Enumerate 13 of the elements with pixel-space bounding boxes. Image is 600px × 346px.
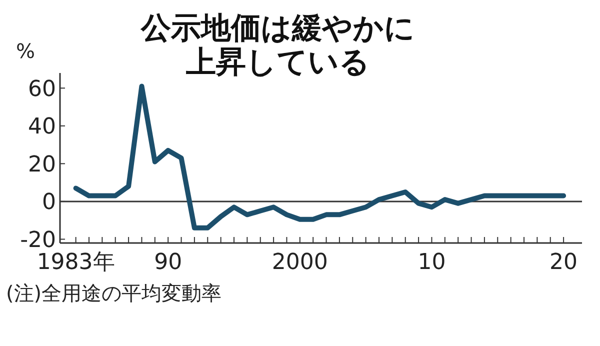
y-axis-title: % [16, 39, 36, 63]
x-tick-label: 90 [154, 250, 182, 275]
x-tick-label: 20 [550, 250, 578, 275]
x-tick-label: 1983年 [36, 250, 115, 275]
x-tick-label: 10 [418, 250, 446, 275]
y-tick-label: 60 [28, 76, 56, 102]
x-tick-label: 2000 [272, 250, 328, 275]
y-tick-label: 20 [28, 152, 56, 178]
text: (注)全用途の平均変動率 [6, 281, 222, 305]
chart-title: 公示地価は緩やかに上昇している [140, 11, 415, 80]
y-tick-label: 40 [28, 114, 56, 140]
y-tick-label: 0 [42, 190, 56, 216]
y-tick-label: -20 [20, 228, 56, 253]
